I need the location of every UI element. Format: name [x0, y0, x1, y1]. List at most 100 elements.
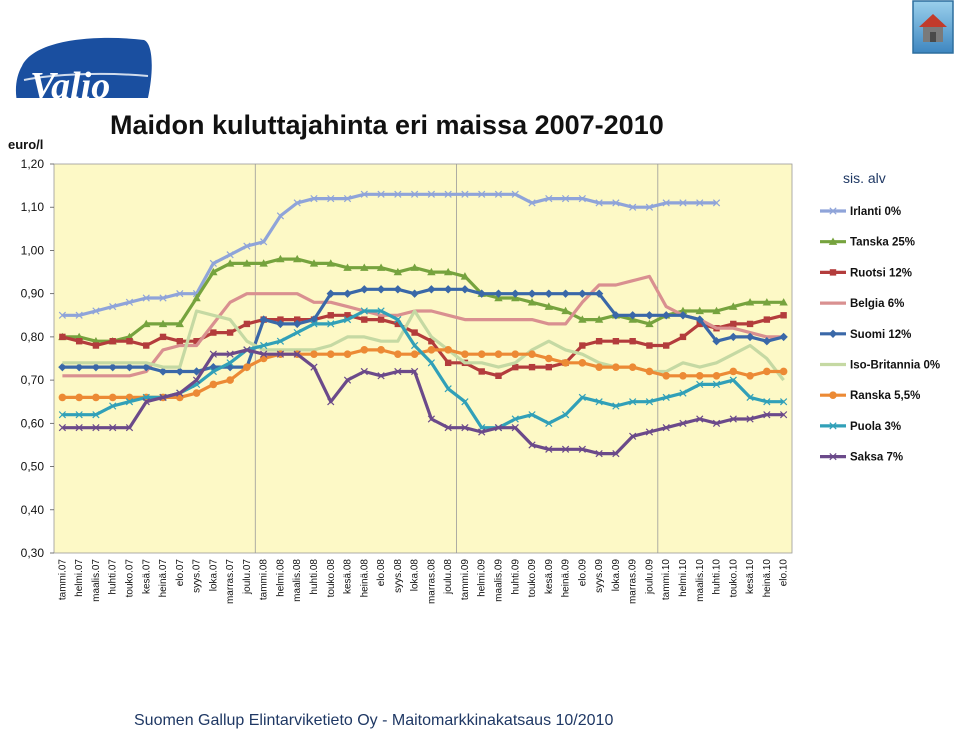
data-point: [695, 306, 704, 315]
data-point: [343, 263, 352, 271]
data-point: [478, 190, 486, 198]
data-point: [729, 332, 738, 342]
data-point: [209, 259, 217, 268]
data-point: [259, 259, 268, 267]
data-point: [360, 190, 368, 198]
legend-item: Belgia 6%: [820, 298, 904, 310]
data-point: [512, 363, 519, 371]
home-button[interactable]: [912, 0, 954, 54]
data-point: [209, 380, 218, 389]
x-tick-label: maalis.09: [493, 559, 504, 602]
data-point: [629, 432, 637, 440]
data-point: [678, 306, 688, 315]
data-point: [829, 422, 837, 430]
data-point: [712, 371, 721, 380]
data-point: [478, 428, 486, 436]
legend-item: Suomi 12%: [820, 329, 911, 341]
data-point: [294, 316, 301, 323]
data-point: [511, 350, 520, 358]
y-tick-label: 0,70: [21, 373, 45, 387]
data-point: [75, 424, 83, 432]
data-point: [326, 259, 335, 267]
data-point: [192, 367, 201, 376]
data-point: [276, 212, 285, 220]
data-point: [561, 306, 570, 315]
data-point: [595, 449, 603, 458]
data-point: [561, 194, 570, 203]
data-point: [780, 312, 787, 319]
data-point: [393, 267, 403, 276]
data-point: [494, 289, 503, 298]
x-tick-label: helmi.10: [678, 559, 689, 597]
data-point: [612, 338, 620, 345]
data-point: [394, 320, 402, 328]
data-point: [176, 290, 184, 298]
data-point: [276, 337, 285, 345]
data-point: [578, 315, 587, 323]
data-point: [343, 194, 352, 203]
data-point: [762, 298, 772, 306]
data-point: [176, 338, 183, 345]
data-point: [427, 190, 436, 198]
data-point: [746, 320, 754, 328]
x-tick-label: kesä.07: [141, 559, 152, 594]
series-suomi: [58, 285, 788, 376]
data-point: [276, 350, 285, 358]
x-tick-label: joulu.08: [443, 559, 454, 595]
data-point: [779, 398, 788, 406]
data-point: [645, 398, 654, 406]
data-point: [545, 445, 553, 453]
data-point: [679, 371, 687, 380]
data-point: [679, 333, 687, 341]
data-point: [377, 307, 385, 315]
data-point: [595, 199, 603, 207]
legend-label: Tanska 25%: [850, 237, 915, 249]
x-tick-label: tammi.08: [259, 559, 270, 601]
data-point: [159, 333, 167, 341]
x-tick-label: huhti.10: [712, 559, 723, 595]
data-point: [460, 285, 470, 294]
data-point: [209, 350, 217, 358]
data-point: [327, 320, 335, 328]
data-point: [427, 359, 436, 367]
data-point: [729, 367, 738, 376]
data-point: [545, 363, 552, 371]
data-point: [225, 259, 235, 267]
data-point: [310, 363, 318, 371]
data-point: [243, 363, 251, 371]
y-tick-label: 0,90: [21, 287, 45, 301]
data-point: [612, 449, 620, 458]
data-point: [578, 393, 586, 402]
data-point: [628, 363, 637, 371]
data-point: [74, 362, 84, 372]
data-point: [126, 338, 133, 345]
home-icon: [919, 14, 947, 42]
x-tick-label: heinä.08: [359, 559, 370, 598]
data-point: [595, 338, 603, 345]
data-point: [293, 328, 301, 337]
data-point: [578, 194, 586, 203]
chart-title: Maidon kuluttajahinta eri maissa 2007-20…: [110, 110, 664, 140]
data-point: [528, 363, 536, 371]
data-point: [528, 411, 536, 419]
data-point: [611, 311, 621, 320]
x-tick-label: tammi.09: [460, 559, 471, 601]
data-point: [410, 350, 419, 358]
data-point: [829, 269, 837, 276]
data-point: [192, 293, 201, 302]
data-point: [377, 372, 385, 380]
data-point: [242, 259, 252, 267]
series-line: [62, 309, 785, 382]
data-point: [696, 380, 704, 389]
data-point: [828, 329, 838, 338]
data-point: [209, 267, 218, 276]
data-point: [444, 385, 452, 393]
data-point: [410, 367, 419, 376]
x-tick-label: maalis.07: [91, 559, 102, 602]
data-point: [427, 415, 436, 423]
data-point: [75, 393, 83, 402]
legend-item: Irlanti 0%: [820, 206, 901, 218]
data-point: [444, 359, 452, 367]
x-tick-label: maalis.08: [292, 559, 303, 602]
x-tick-label: huhti.07: [108, 559, 119, 595]
